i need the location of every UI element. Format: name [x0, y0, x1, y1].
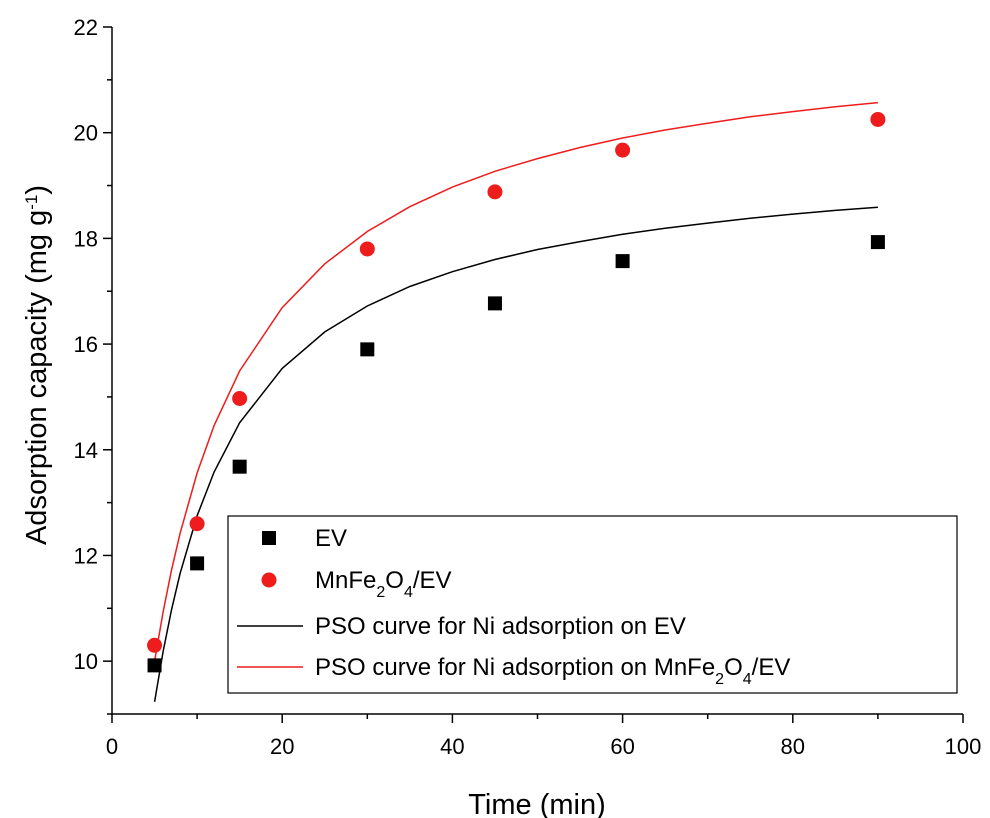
data-point-circle: [870, 111, 886, 127]
legend-marker-square: [262, 531, 276, 545]
legend-label: EV: [315, 525, 347, 552]
y-tick-label: 16: [74, 332, 98, 357]
data-point-square: [360, 342, 375, 357]
x-tick-label: 100: [945, 734, 982, 759]
data-point-square: [232, 459, 247, 474]
x-tick-label: 40: [440, 734, 464, 759]
x-tick-label: 0: [106, 734, 118, 759]
plot-area: [147, 101, 886, 702]
data-point-circle: [147, 637, 163, 653]
y-axis-title-main: Adsorption capacity (mg g: [21, 210, 53, 545]
data-point-square: [190, 556, 205, 571]
data-point-square: [487, 296, 502, 311]
legend: EV MnFe2O4/EV PSO curve for Ni adsorption …: [227, 515, 958, 694]
data-point-circle: [487, 184, 503, 200]
x-axis-title: Time (min): [468, 789, 605, 818]
fit-curve-line: [153, 206, 878, 702]
x-tick-label: 80: [781, 734, 805, 759]
data-point-square: [147, 658, 162, 673]
data-point-circle: [359, 241, 375, 257]
y-tick-label: 12: [74, 543, 98, 568]
legend-label: PSO curve for Ni adsorption on MnFe2O4/E…: [315, 654, 790, 688]
y-tick-label: 22: [74, 15, 98, 40]
y-tick-label: 18: [74, 226, 98, 251]
x-tick-label: 20: [270, 734, 294, 759]
y-tick-label: 14: [74, 438, 98, 463]
legend-label: PSO curve for Ni adsorption on EV: [315, 613, 686, 640]
legend-label: MnFe2O4/EV: [315, 567, 452, 601]
data-point-square: [870, 235, 885, 250]
legend-box: [227, 515, 958, 694]
x-tick-label: 60: [610, 734, 634, 759]
data-point-square: [615, 254, 630, 269]
axes: 0 20 40 60 80 100 10 12 14 16 18 20 22: [74, 15, 982, 759]
fit-curve-line: [153, 101, 878, 662]
y-axis-title: Adsorption capacity (mg g-1): [21, 185, 53, 545]
y-axis-title-close: ): [21, 185, 53, 195]
legend-marker-circle: [261, 572, 277, 588]
data-point-circle: [189, 516, 205, 532]
y-axis-title-sup: -1: [22, 195, 41, 210]
data-point-circle: [232, 391, 248, 407]
data-point-circle: [615, 142, 631, 158]
y-tick-label: 20: [74, 121, 98, 146]
y-tick-label: 10: [74, 649, 98, 674]
